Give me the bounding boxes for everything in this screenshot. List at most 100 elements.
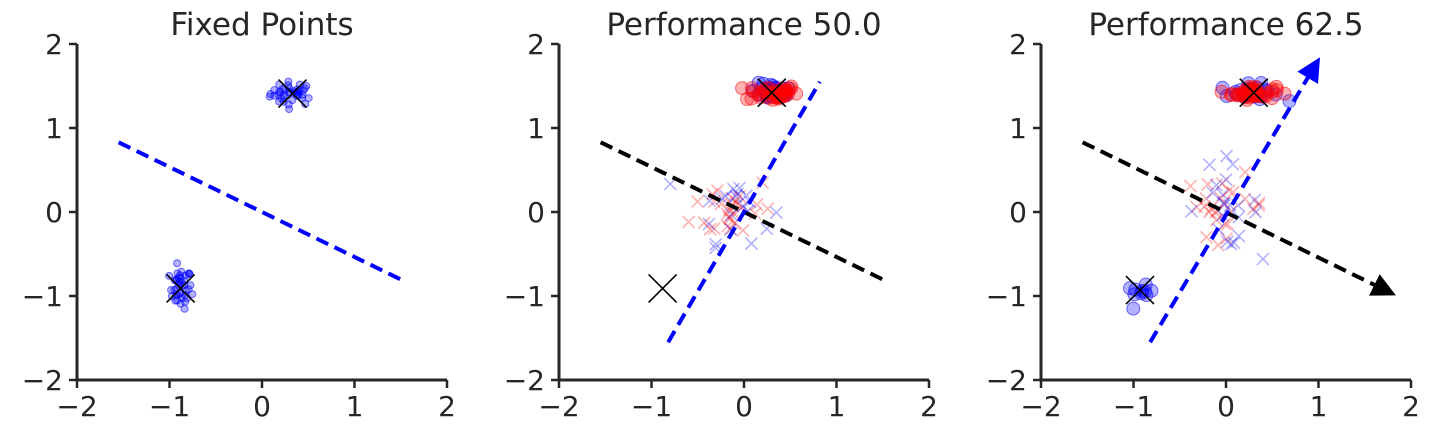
x-tick-label: 2 <box>438 390 456 423</box>
fixed-point-marker <box>166 273 196 304</box>
x-tick-label: 0 <box>253 390 271 423</box>
y-tick-label: 1 <box>527 112 545 145</box>
data-point <box>1220 232 1234 246</box>
projection-line <box>117 140 407 284</box>
y-tick-label: 2 <box>527 28 545 61</box>
data-point <box>284 100 293 109</box>
y-tick-label: 2 <box>45 28 63 61</box>
y-tick-label: −2 <box>986 364 1027 397</box>
fixed-point-marker <box>757 78 787 108</box>
fixed-point-marker <box>648 273 678 304</box>
data-point <box>1183 179 1198 193</box>
y-tick-label: 2 <box>1009 28 1027 61</box>
data-point <box>707 221 721 235</box>
data-point <box>165 271 174 280</box>
y-tick-label: 0 <box>1009 196 1027 229</box>
data-point <box>732 189 746 203</box>
data-point <box>1238 192 1252 206</box>
data-point <box>1265 84 1280 99</box>
data-point <box>1190 200 1204 214</box>
data-point <box>1248 193 1262 207</box>
x-tick-label: 2 <box>920 390 938 423</box>
data-point <box>270 91 279 100</box>
data-point <box>736 199 750 213</box>
data-point <box>1134 286 1149 301</box>
data-point <box>723 212 737 226</box>
x-tick-label: −2 <box>56 390 97 423</box>
panel-title: Performance 50.0 <box>606 7 881 43</box>
data-point <box>722 210 736 224</box>
x-tick-label: 1 <box>1310 390 1328 423</box>
data-point <box>1252 198 1266 212</box>
y-tick-label: 1 <box>45 112 63 145</box>
data-point <box>173 259 182 268</box>
data-point <box>1224 237 1238 251</box>
panel-title: Performance 62.5 <box>1088 7 1363 43</box>
data-point <box>735 81 750 96</box>
data-point <box>778 83 793 98</box>
data-point <box>186 281 195 290</box>
x-tick-label: 1 <box>346 390 364 423</box>
data-point <box>1209 213 1224 227</box>
data-point <box>1215 176 1229 191</box>
data-point <box>1217 196 1231 210</box>
data-point <box>744 237 759 251</box>
data-point <box>173 269 182 278</box>
data-point <box>1211 238 1225 252</box>
fixed-point-marker <box>1239 78 1269 108</box>
y-tick-label: 1 <box>1009 112 1027 145</box>
y-tick-label: −1 <box>504 280 545 313</box>
fixed-point-marker <box>277 78 308 109</box>
data-point <box>277 94 286 103</box>
data-point <box>1227 236 1241 250</box>
data-point <box>682 215 696 229</box>
data-point <box>691 194 705 209</box>
data-point <box>724 223 738 237</box>
fixed-point-marker <box>1125 275 1155 305</box>
data-point <box>1252 196 1266 210</box>
data-point <box>1219 172 1233 187</box>
y-tick-label: −2 <box>504 364 545 397</box>
data-point <box>1201 177 1215 191</box>
data-point <box>697 216 711 230</box>
data-point <box>729 189 743 204</box>
data-point <box>1222 184 1236 198</box>
y-tick-label: 0 <box>45 196 63 229</box>
data-point <box>1184 204 1199 218</box>
projection-arrow <box>1081 140 1396 296</box>
x-tick-label: −2 <box>1020 390 1061 423</box>
data-point <box>710 184 725 198</box>
panel-performance-62-5: Performance 62.5 −2 −1 0 1 2 −2 −1 0 1 2 <box>986 7 1420 423</box>
data-layer <box>1122 76 1297 316</box>
panel-title: Fixed Points <box>170 7 353 43</box>
data-point <box>709 237 723 251</box>
data-point <box>1206 186 1220 200</box>
data-point <box>1202 158 1217 172</box>
plot-area: −2 −1 0 1 2 −2 −1 0 1 2 <box>986 28 1420 423</box>
data-point <box>719 189 733 203</box>
data-point <box>724 208 738 222</box>
data-point <box>1199 230 1213 244</box>
data-point <box>723 222 737 236</box>
data-layer <box>165 77 313 313</box>
y-tick-label: −2 <box>22 364 63 397</box>
x-tick-label: −2 <box>538 390 579 423</box>
panel-fixed-points: Fixed Points −2 −1 0 1 2 −2 −1 0 1 2 <box>22 7 456 423</box>
data-point <box>1216 188 1230 202</box>
data-point <box>1209 178 1223 192</box>
data-point <box>1214 191 1228 205</box>
data-point <box>181 297 190 306</box>
x-tick-label: 0 <box>735 390 753 423</box>
y-tick-label: −1 <box>22 280 63 313</box>
x-tick-label: −1 <box>149 390 190 423</box>
x-tick-label: −1 <box>631 390 672 423</box>
projection-line <box>666 80 822 344</box>
panel-performance-50: Performance 50.0 −2 −1 0 1 2 −2 −1 0 1 2 <box>504 7 938 423</box>
data-point <box>188 290 197 299</box>
data-point <box>720 207 734 221</box>
data-point <box>703 222 717 236</box>
data-point <box>1246 202 1260 216</box>
x-tick-label: 0 <box>1217 390 1235 423</box>
data-point <box>736 223 750 237</box>
